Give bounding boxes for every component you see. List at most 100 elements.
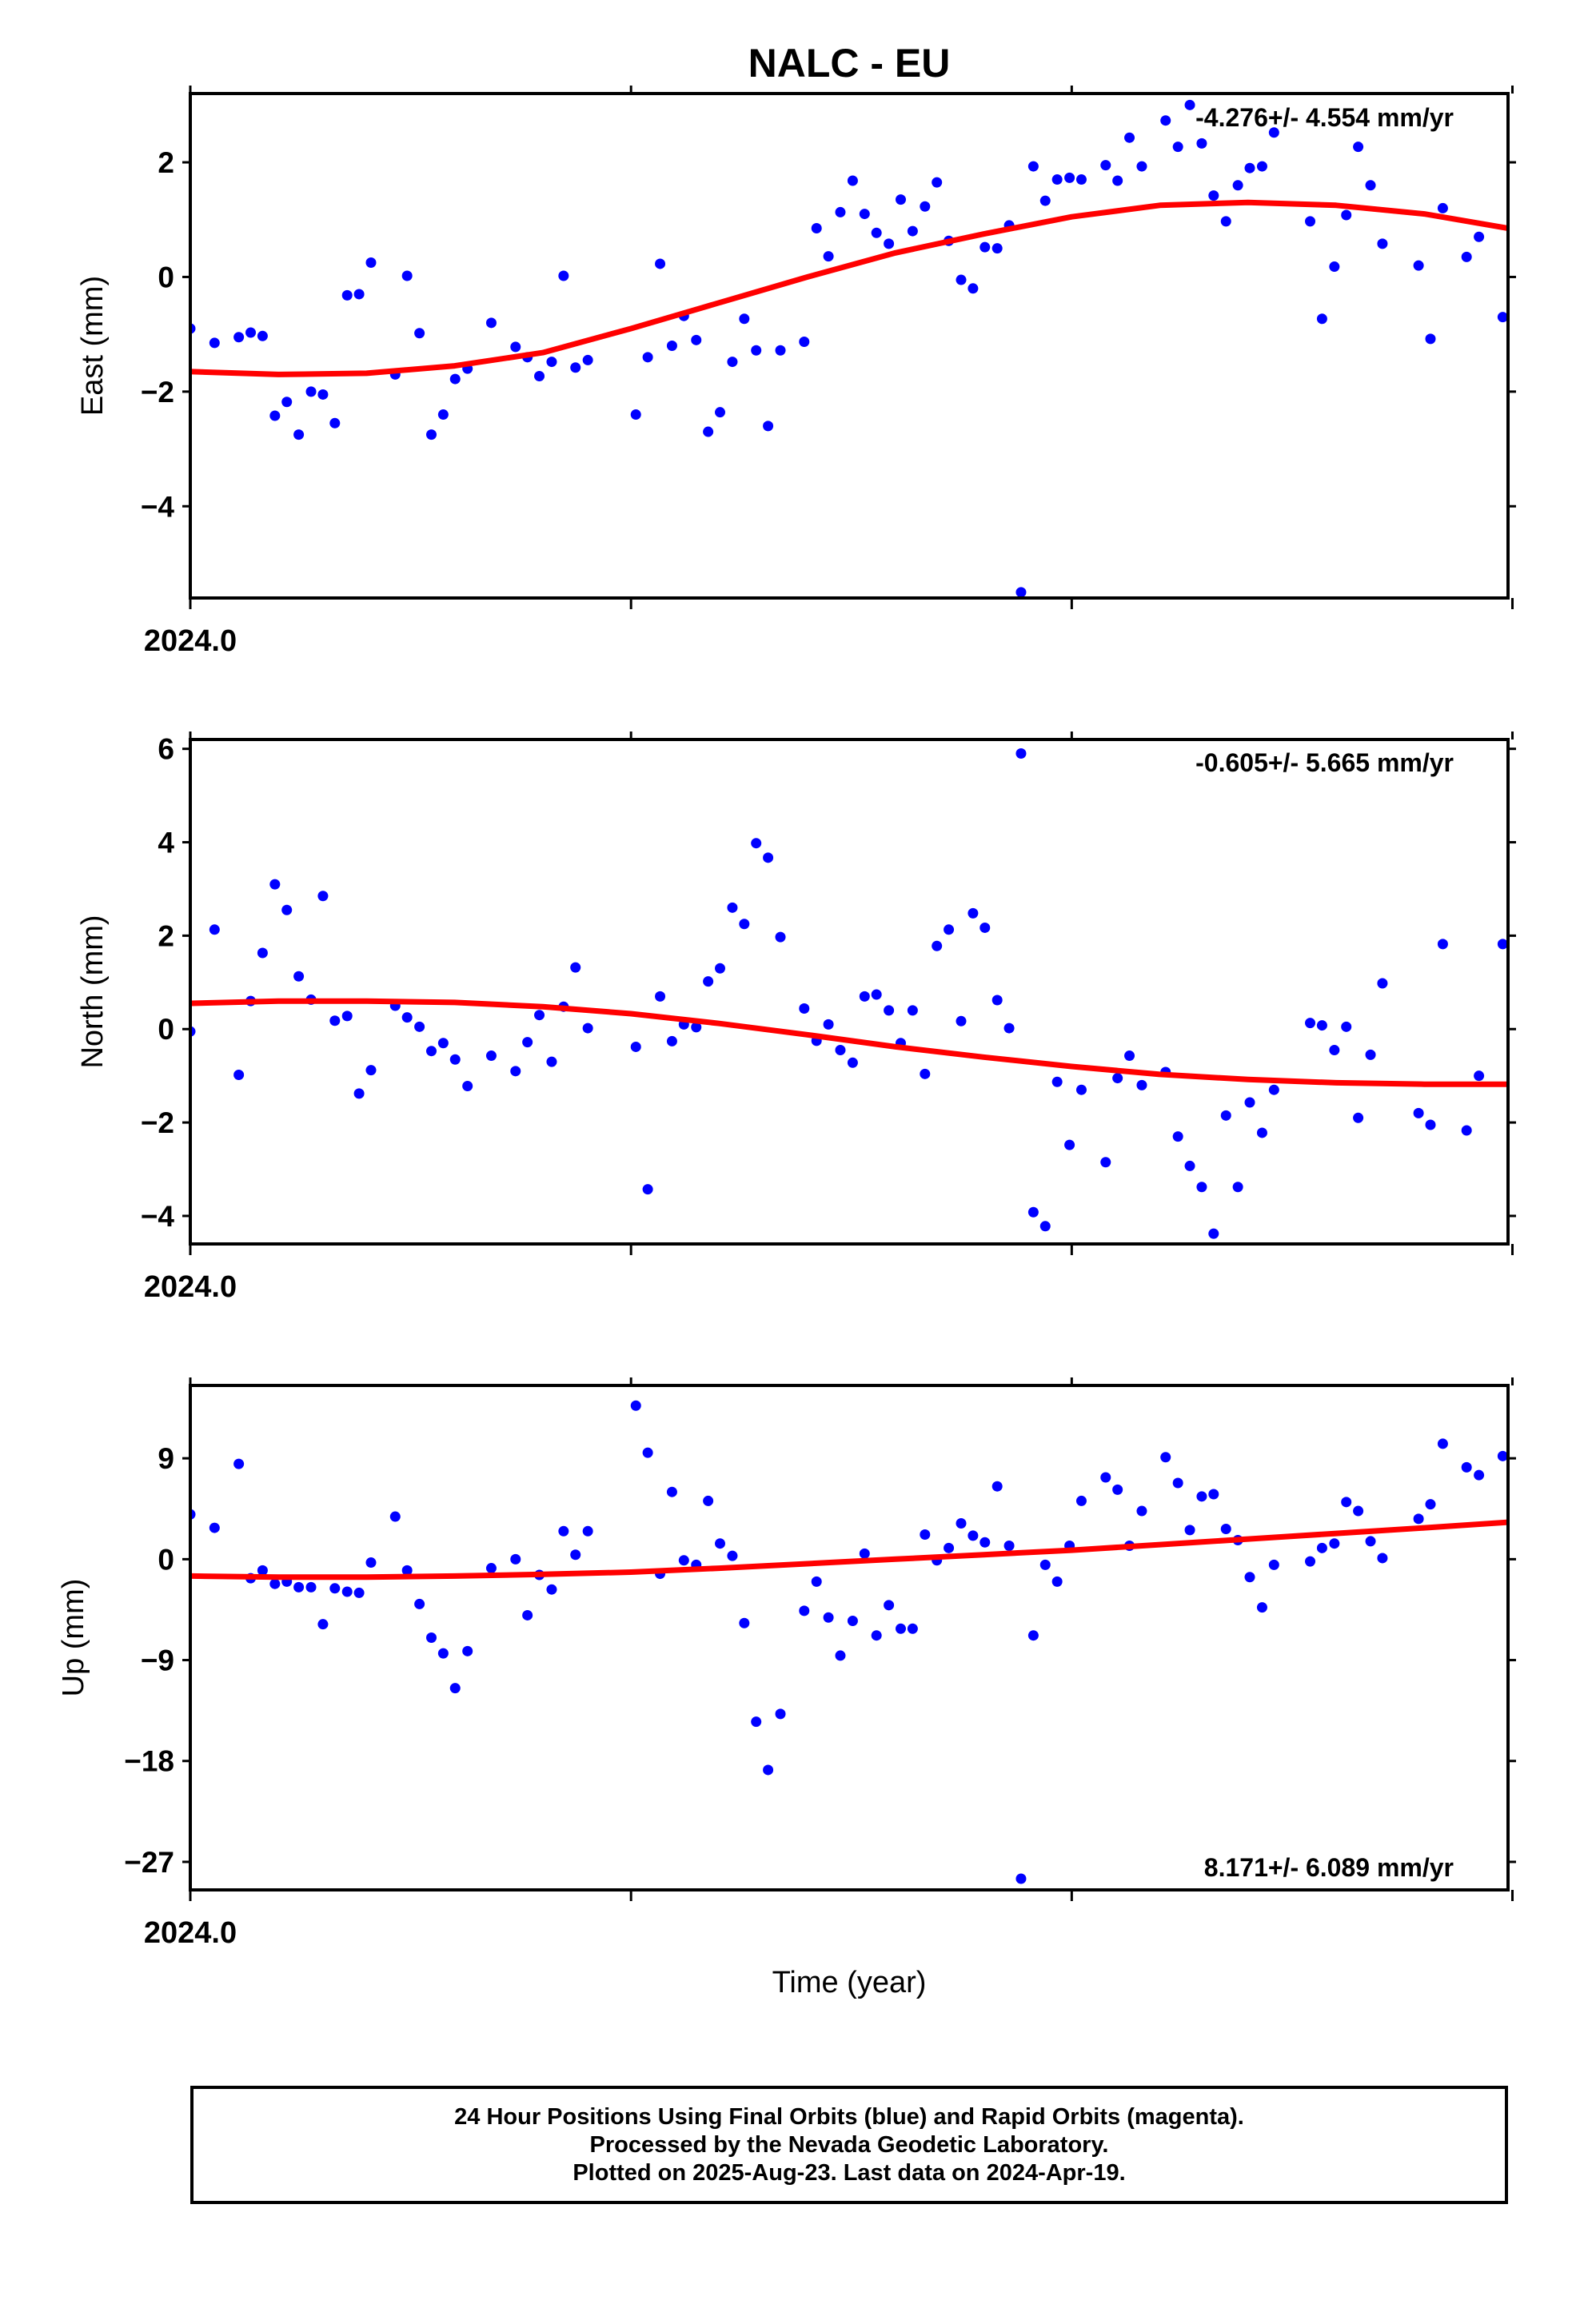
data-point [245,327,257,338]
fit-curve [192,998,1506,1087]
data-layer [192,748,1506,1239]
data-point [727,357,738,368]
data-point [1437,202,1448,213]
data-point [1015,1873,1027,1884]
data-point [1497,939,1506,950]
data-point [1196,1182,1207,1193]
data-point [1075,1084,1087,1095]
data-point [365,257,377,269]
data-point [1437,939,1448,950]
data-point [1268,1559,1279,1570]
data-point [715,963,726,974]
data-point [449,1683,461,1694]
data-point [991,243,1003,254]
fit-curve [192,1519,1506,1581]
data-point [329,417,341,429]
data-point [1353,1112,1364,1123]
data-point [980,922,991,933]
data-point [485,1563,497,1574]
data-point [968,907,979,919]
data-point [1136,1505,1147,1517]
data-point [1232,180,1243,191]
data-point [1413,1107,1424,1118]
x-tick-label: 2024.0 [144,624,237,658]
data-point [317,389,329,400]
data-point [558,1525,569,1537]
data-layer [192,99,1506,596]
velocity-label: 8.171+/- 6.089 mm/yr [1204,1853,1454,1882]
data-point [751,1716,762,1728]
data-point [437,409,449,421]
data-point [1051,1576,1063,1587]
data-point [534,1010,545,1021]
data-point [437,1648,449,1659]
y-tick-label: 9 [158,1442,174,1475]
data-layer [192,1400,1506,1884]
data-point [811,1576,822,1587]
data-point [425,1046,437,1057]
data-point [871,989,882,1000]
data-point [269,410,281,421]
data-point [920,1529,931,1540]
data-point [811,223,822,234]
data-point [1365,1049,1376,1060]
data-point [485,317,497,329]
data-point [835,1045,846,1056]
data-point [1474,1070,1485,1082]
data-point [269,1578,281,1589]
data-point [703,426,714,437]
data-point [546,357,557,368]
data-point [1425,1499,1436,1510]
data-point [1003,1022,1015,1034]
data-point [739,919,750,930]
data-point [1112,175,1123,186]
data-point [1208,1228,1219,1239]
data-point [642,1184,653,1195]
data-point [1015,587,1027,596]
data-point [1268,127,1279,138]
data-point [1461,251,1472,262]
data-point [1425,1119,1436,1130]
velocity-label: -0.605+/- 5.665 mm/yr [1195,748,1454,777]
data-point [1160,115,1171,126]
data-point [1039,195,1051,206]
data-point [871,1630,882,1641]
data-point [859,209,870,220]
y-tick-label: −2 [141,376,174,409]
data-point [257,1565,268,1576]
y-axis-label: Up (mm) [57,1579,90,1697]
data-point [329,1015,341,1026]
data-point [907,1623,918,1634]
data-point [1316,1020,1327,1031]
data-point [944,1542,955,1553]
data-point [1353,142,1364,153]
data-point [751,838,762,849]
plot-frame [189,1384,1510,1891]
data-point [293,429,305,440]
x-tick-label: 2024.0 [144,1916,237,1950]
data-point [437,1038,449,1049]
data-point [775,1708,786,1720]
data-point [1064,1139,1075,1150]
caption-line-3: Plotted on 2025-Aug-23. Last data on 202… [573,2159,1126,2186]
data-point [534,371,545,382]
data-point [655,991,666,1002]
data-point [293,971,305,982]
data-point [847,1057,858,1068]
data-point [775,931,786,943]
data-point [884,238,895,249]
data-point [1425,333,1436,345]
data-point [257,947,268,959]
panel-3: 9 0 −9 −18 −27 2024.0 Up (mm) 8.171+/- 6.089 mm… [57,1377,1516,1950]
velocity-label: -4.276+/- 4.554 mm/yr [1195,103,1454,132]
data-point [1136,1079,1147,1090]
panel-2: 6 4 2 0 −2 −4 2024.0 North (mm) -0.605+/- 5.665 … [76,731,1516,1304]
data-point [1305,216,1316,227]
data-point [353,289,365,300]
data-point [414,1598,425,1609]
data-point [968,283,979,294]
y-axis-label: North (mm) [76,915,110,1068]
data-point [1075,1495,1087,1506]
